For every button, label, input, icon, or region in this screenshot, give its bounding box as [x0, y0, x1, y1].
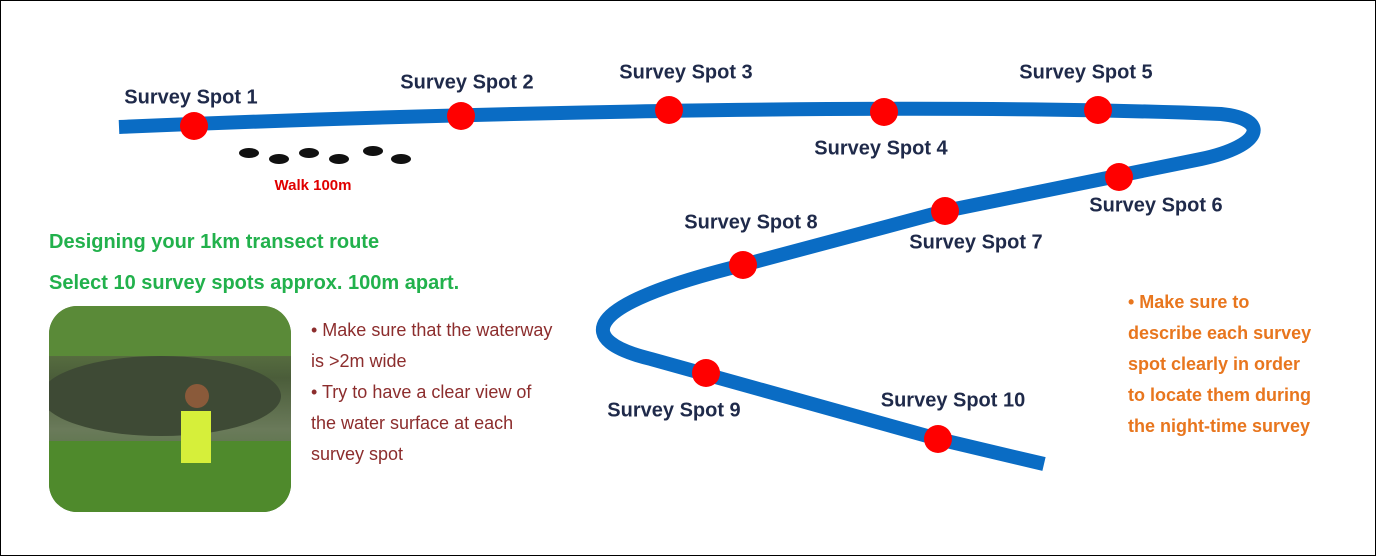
spot-label: Survey Spot 1: [124, 86, 257, 108]
spot-label: Survey Spot 8: [684, 211, 817, 233]
spot-label: Survey Spot 9: [607, 399, 740, 421]
spot-label: Survey Spot 2: [400, 71, 533, 93]
heading-line: Designing your 1km transect route: [49, 231, 379, 254]
walk-label: Walk 100m: [275, 177, 352, 194]
photo: [41, 306, 291, 512]
spot-label: Survey Spot 7: [909, 231, 1042, 253]
note: • Make sure to describe each survey spot…: [1128, 287, 1318, 442]
survey-spot: [692, 359, 720, 387]
spot-label: Survey Spot 3: [619, 61, 752, 83]
survey-spot: [870, 98, 898, 126]
survey-spot: [1084, 96, 1112, 124]
survey-spot: [924, 425, 952, 453]
tips: • Make sure that the waterway is >2m wid…: [311, 315, 561, 470]
survey-spot: [1105, 163, 1133, 191]
tip: • Make sure that the waterway is >2m wid…: [311, 315, 561, 377]
spot-label: Survey Spot 10: [881, 389, 1026, 411]
heading-line: Select 10 survey spots approx. 100m apar…: [49, 272, 459, 295]
spot-label: Survey Spot 5: [1019, 61, 1152, 83]
page: Walk 100m Survey Spot 1 Survey Spot 2 Surv…: [0, 0, 1376, 556]
spot-label: Survey Spot 4: [814, 137, 948, 159]
survey-spot: [180, 112, 208, 140]
survey-spot: [729, 251, 757, 279]
survey-spot: [931, 197, 959, 225]
survey-spot: [447, 102, 475, 130]
footprints: [239, 146, 411, 164]
tip: • Try to have a clear view of the water …: [311, 377, 561, 470]
spot-label: Survey Spot 6: [1089, 194, 1222, 216]
survey-spot: [655, 96, 683, 124]
